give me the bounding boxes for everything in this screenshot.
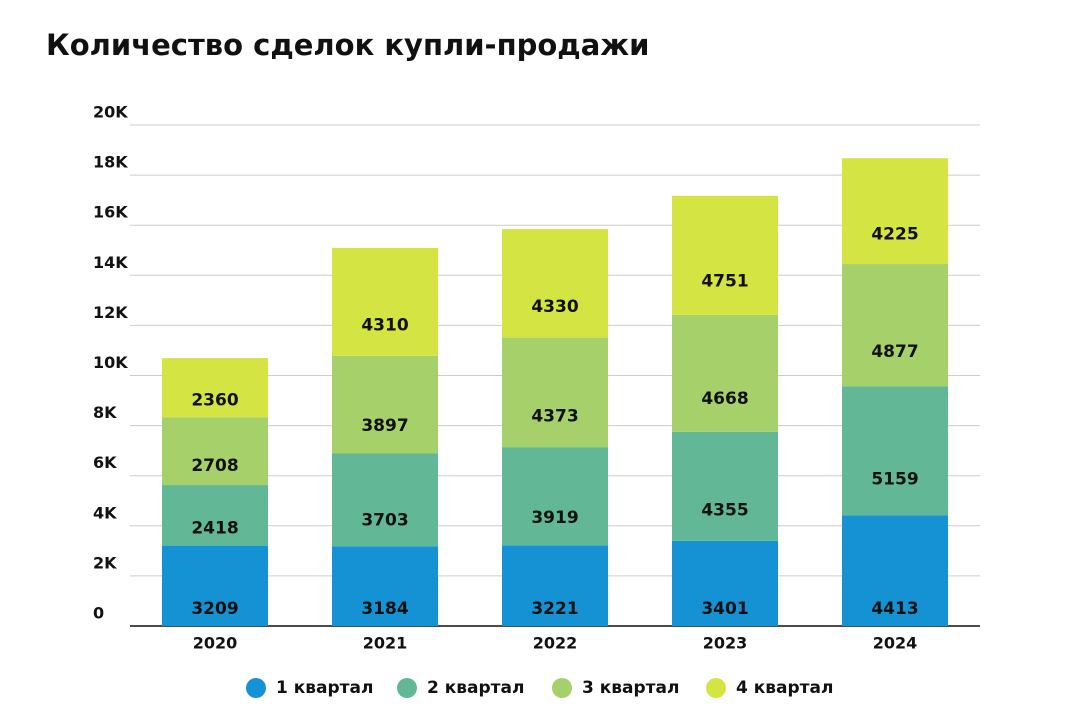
legend-marker xyxy=(552,678,572,698)
data-label: 3209 xyxy=(191,599,238,619)
y-tick-label: 0 xyxy=(93,604,104,623)
bar-segment xyxy=(672,540,778,626)
bar-segment xyxy=(332,355,438,454)
bar-segment xyxy=(502,337,608,448)
y-tick-label: 18K xyxy=(93,153,128,172)
legend-label: 1 квартал xyxy=(276,678,373,698)
data-label: 4668 xyxy=(701,389,748,409)
data-label: 3184 xyxy=(361,599,408,619)
legend-marker xyxy=(706,678,726,698)
bar-segment xyxy=(502,229,608,338)
bar-segment xyxy=(672,195,778,315)
x-tick-label: 2020 xyxy=(193,634,238,653)
data-label: 3703 xyxy=(361,510,408,530)
data-label: 3919 xyxy=(531,508,578,528)
bar-segment xyxy=(332,453,438,547)
bar-segment xyxy=(502,447,608,546)
bar-segment xyxy=(672,314,778,432)
y-tick-label: 14K xyxy=(93,253,128,272)
y-tick-label: 8K xyxy=(93,403,117,422)
data-label: 2360 xyxy=(191,391,238,411)
data-label: 3401 xyxy=(701,599,748,619)
x-tick-label: 2023 xyxy=(703,634,748,653)
data-label: 4413 xyxy=(871,599,918,619)
legend-label: 2 квартал xyxy=(427,678,524,698)
legend-label: 3 квартал xyxy=(582,678,679,698)
y-tick-label: 6K xyxy=(93,453,117,472)
x-tick-label: 2022 xyxy=(533,634,578,653)
bar-segment xyxy=(842,515,948,626)
data-label: 4310 xyxy=(361,316,408,336)
data-label: 4877 xyxy=(871,342,918,362)
bar-segment xyxy=(162,545,268,626)
bar-segment xyxy=(162,358,268,418)
data-label: 3221 xyxy=(531,599,578,619)
y-tick-label: 4K xyxy=(93,503,117,522)
bar-segment xyxy=(842,264,948,387)
data-label: 4373 xyxy=(531,406,578,426)
bar-segment xyxy=(672,431,778,541)
bar-segment xyxy=(332,546,438,626)
data-label: 2418 xyxy=(191,519,238,539)
data-label: 4330 xyxy=(531,297,578,317)
y-tick-label: 2K xyxy=(93,553,117,572)
bar-segment xyxy=(502,545,608,626)
x-tick-label: 2024 xyxy=(873,634,918,653)
data-label: 4355 xyxy=(701,500,748,520)
y-tick-label: 10K xyxy=(93,353,128,372)
bar-segment xyxy=(842,386,948,516)
data-label: 4225 xyxy=(871,224,918,244)
bar-segment xyxy=(332,247,438,356)
y-tick-label: 16K xyxy=(93,203,128,222)
legend-marker xyxy=(246,678,266,698)
bar-segment xyxy=(842,158,948,265)
data-label: 5159 xyxy=(871,469,918,489)
x-tick-label: 2021 xyxy=(363,634,408,653)
y-tick-label: 20K xyxy=(93,103,128,122)
y-tick-label: 12K xyxy=(93,303,128,322)
data-label: 2708 xyxy=(191,456,238,476)
legend-label: 4 квартал xyxy=(736,678,833,698)
bar-segment xyxy=(162,417,268,486)
data-label: 3897 xyxy=(361,416,408,436)
legend-marker xyxy=(397,678,417,698)
chart-title: Количество сделок купли-продажи xyxy=(46,28,649,62)
bar-segment xyxy=(162,485,268,546)
data-label: 4751 xyxy=(701,271,748,291)
